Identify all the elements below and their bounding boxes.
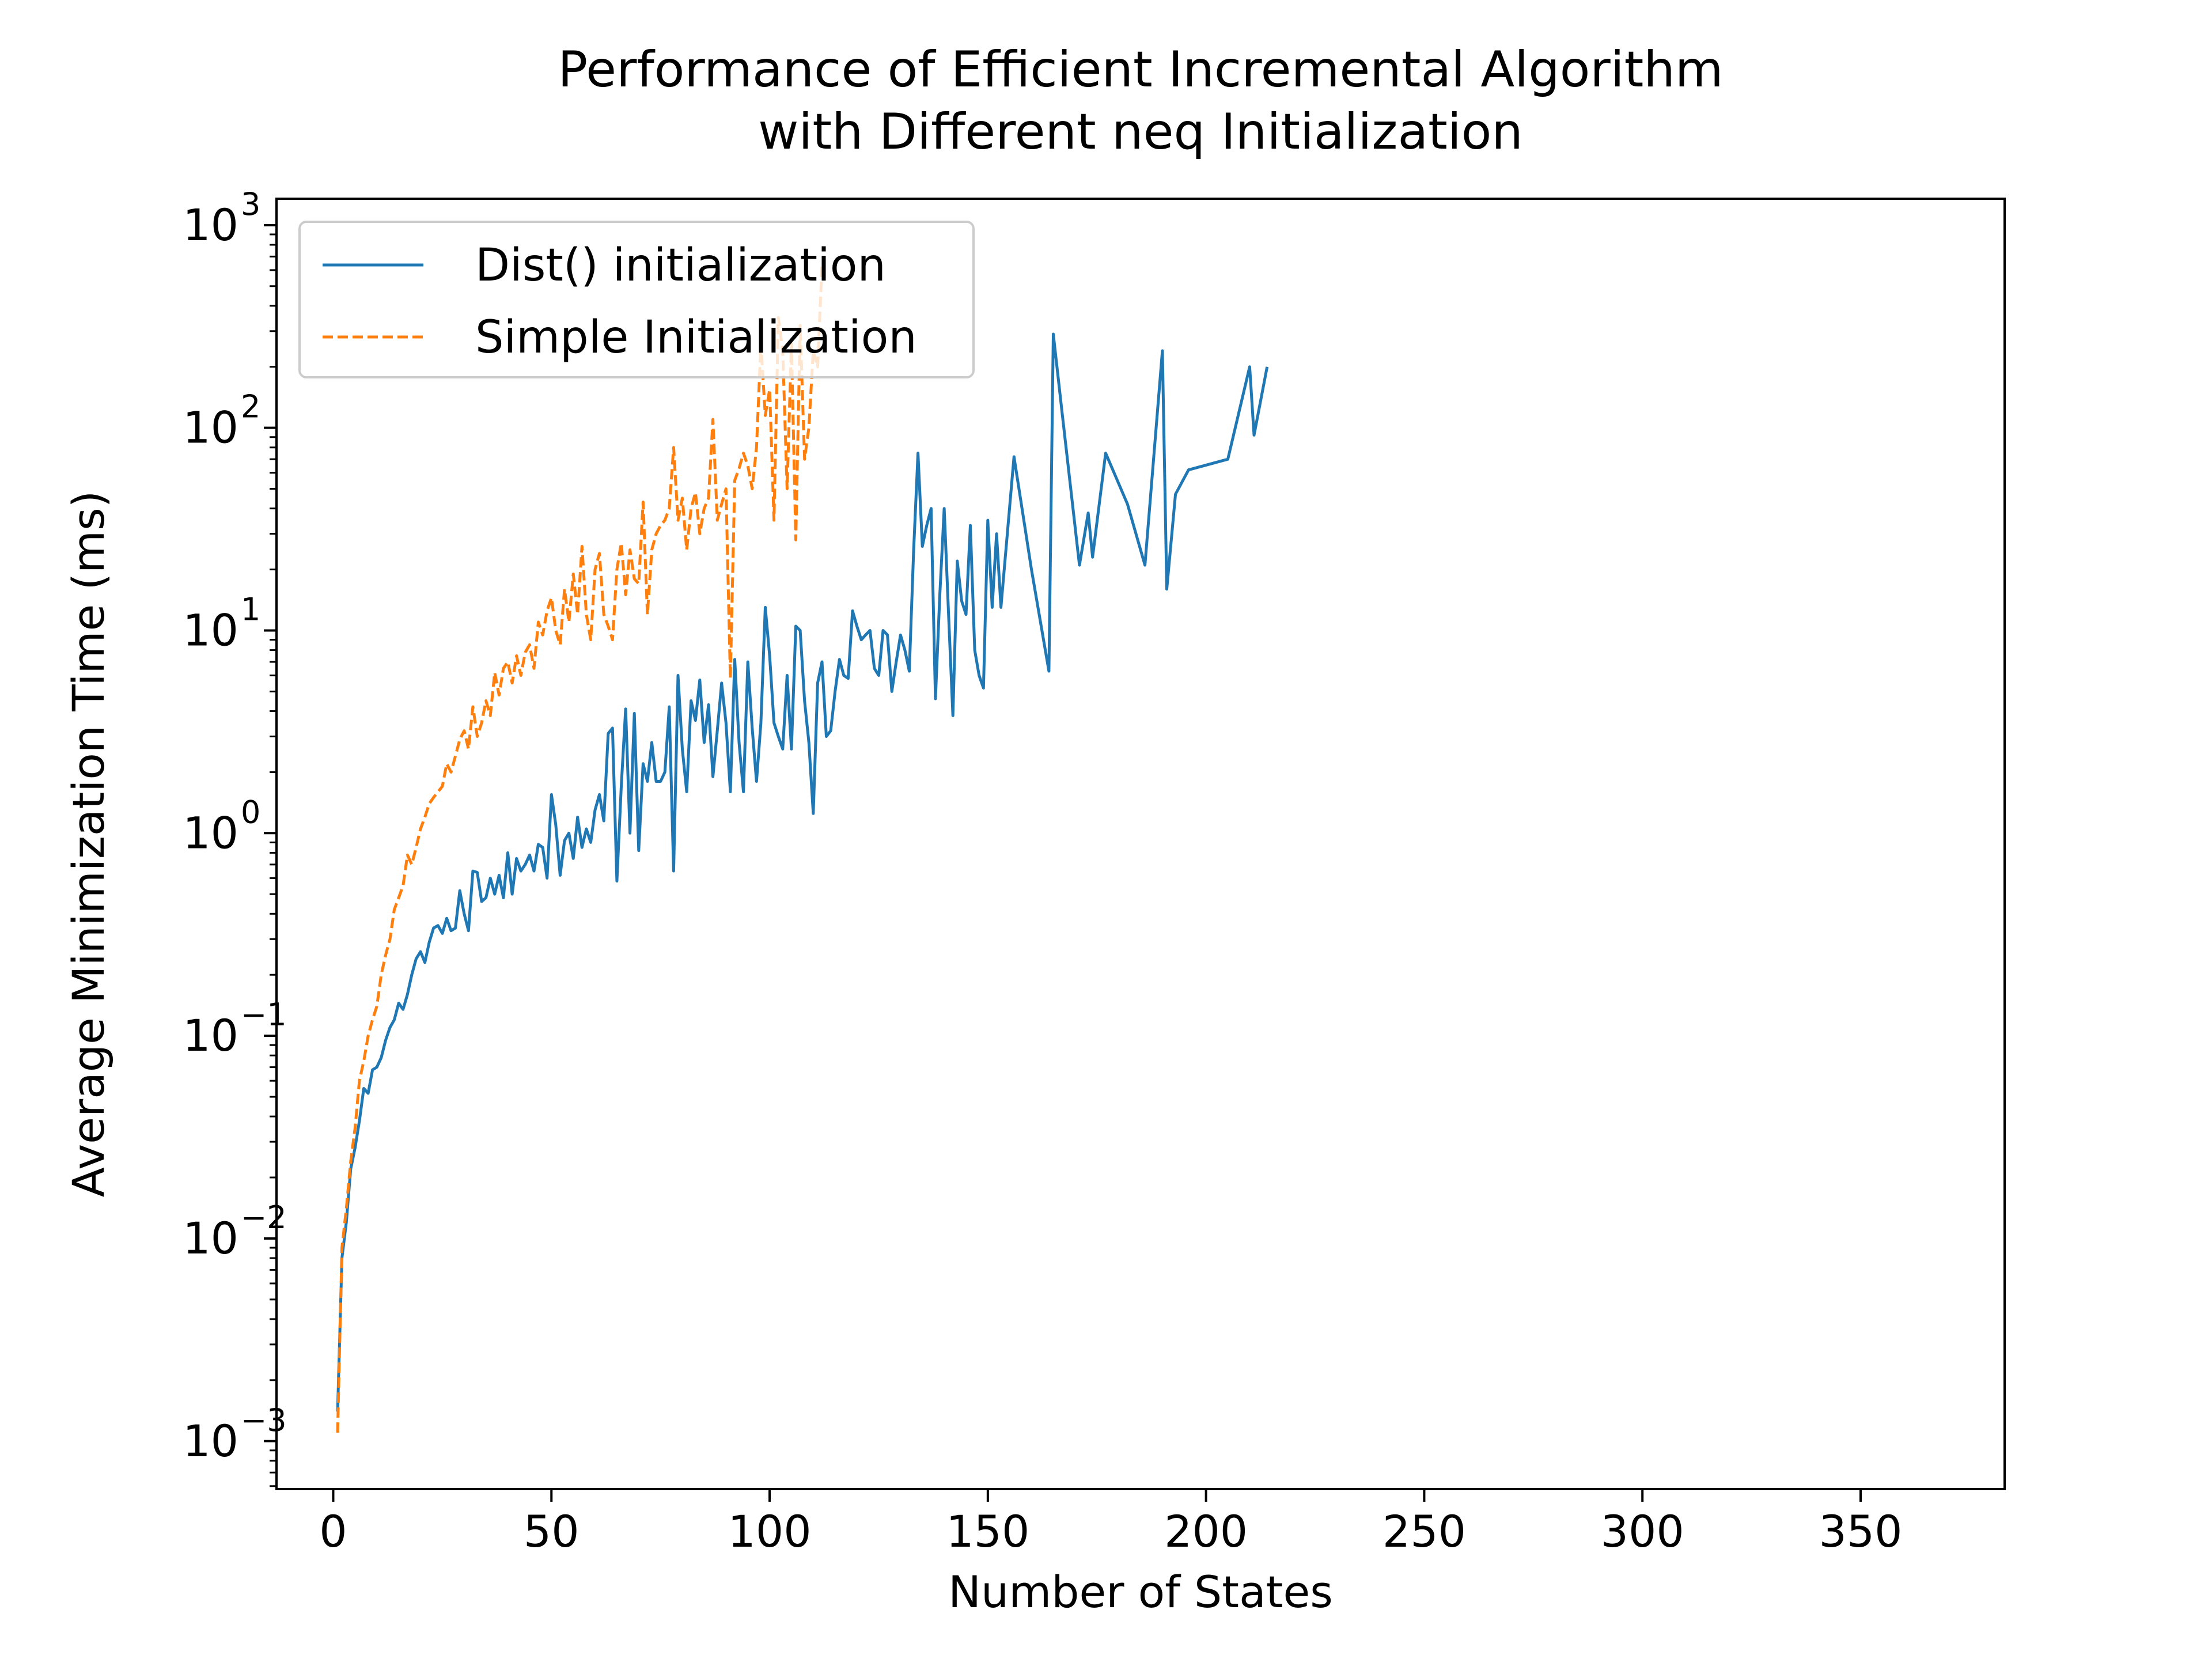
legend: Dist() initialization Simple Initializat… (298, 221, 975, 378)
series-line-dist-initialization (336, 332, 1269, 1412)
x-tick-label: 100 (728, 1506, 812, 1557)
x-tick-label: 300 (1601, 1506, 1684, 1557)
y-tick-exponent: 0 (241, 794, 260, 830)
series-line-simple-initialization (336, 264, 824, 1433)
x-axis-label: Number of States (948, 1566, 1333, 1618)
x-tick-label: 0 (319, 1506, 347, 1557)
y-tick-exponent: −1 (241, 997, 287, 1033)
y-tick-label: 10 (183, 1010, 238, 1061)
y-axis-label: Average Minimization Time (ms) (63, 491, 114, 1198)
chart-title-line-1: Performance of Efficient Incremental Alg… (558, 41, 1723, 99)
y-tick-label: 10 (183, 199, 238, 251)
chart-title-line-2: with Different neq Initialization (758, 103, 1523, 161)
x-tick-label: 50 (524, 1506, 579, 1557)
legend-box (298, 221, 975, 378)
y-tick-label: 10 (183, 807, 238, 858)
plot-area-frame (275, 198, 2006, 1490)
series-layer (336, 264, 1269, 1433)
y-tick-label: 10 (183, 1213, 238, 1264)
y-tick-exponent: 2 (241, 389, 260, 425)
y-tick-label: 10 (183, 402, 238, 453)
x-tick-label: 150 (946, 1506, 1029, 1557)
legend-label-simple: Simple Initialization (475, 312, 917, 363)
y-tick-label: 10 (183, 604, 238, 656)
y-tick-label: 10 (183, 1415, 238, 1467)
y-tick-exponent: 3 (241, 186, 260, 222)
x-tick-label: 250 (1382, 1506, 1466, 1557)
y-tick-exponent: −2 (241, 1199, 287, 1236)
y-tick-exponent: −3 (241, 1402, 287, 1438)
x-tick-label: 200 (1164, 1506, 1248, 1557)
legend-label-dist: Dist() initialization (475, 240, 886, 291)
x-tick-label: 350 (1819, 1506, 1902, 1557)
y-tick-exponent: 1 (241, 591, 260, 627)
